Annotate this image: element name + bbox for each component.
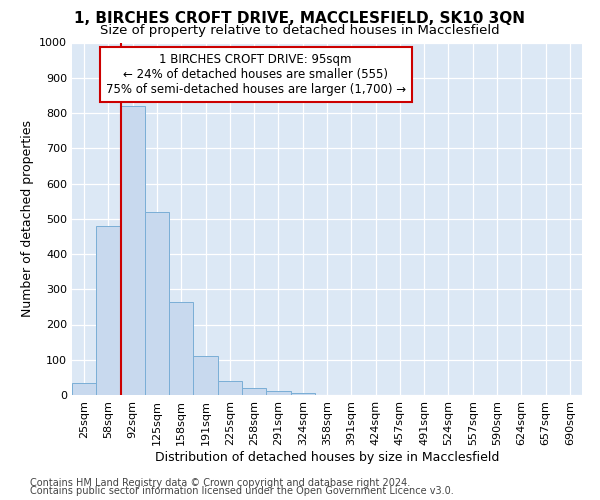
Y-axis label: Number of detached properties: Number of detached properties: [20, 120, 34, 318]
Bar: [121, 106, 145, 395]
X-axis label: Distribution of detached houses by size in Macclesfield: Distribution of detached houses by size …: [155, 450, 499, 464]
Text: Contains HM Land Registry data © Crown copyright and database right 2024.: Contains HM Land Registry data © Crown c…: [30, 478, 410, 488]
Text: 1 BIRCHES CROFT DRIVE: 95sqm
← 24% of detached houses are smaller (555)
75% of s: 1 BIRCHES CROFT DRIVE: 95sqm ← 24% of de…: [106, 53, 406, 96]
Text: Contains public sector information licensed under the Open Government Licence v3: Contains public sector information licen…: [30, 486, 454, 496]
Bar: [169, 302, 193, 395]
Bar: [145, 212, 169, 395]
Bar: [290, 393, 315, 395]
Bar: [266, 392, 290, 395]
Text: Size of property relative to detached houses in Macclesfield: Size of property relative to detached ho…: [100, 24, 500, 37]
Bar: [96, 226, 121, 395]
Bar: [193, 356, 218, 395]
Bar: [72, 384, 96, 395]
Bar: [242, 388, 266, 395]
Text: 1, BIRCHES CROFT DRIVE, MACCLESFIELD, SK10 3QN: 1, BIRCHES CROFT DRIVE, MACCLESFIELD, SK…: [74, 11, 526, 26]
Bar: [218, 381, 242, 395]
